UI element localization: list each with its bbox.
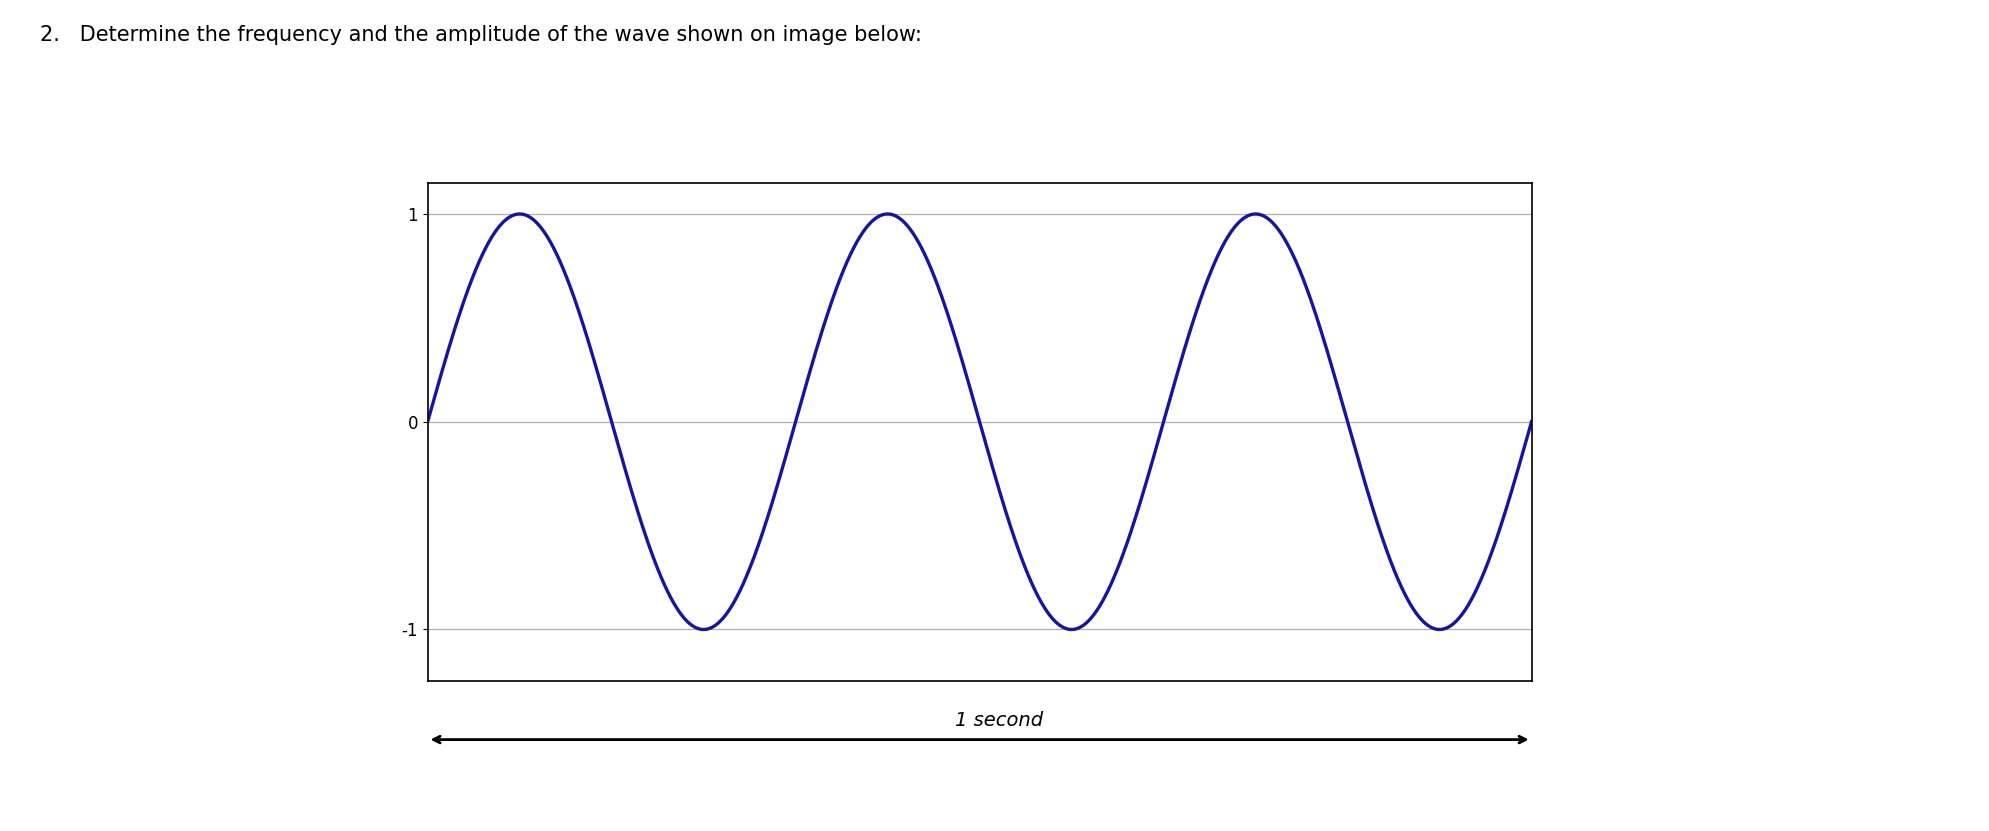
Text: 1 second: 1 second bbox=[955, 711, 1044, 730]
Text: 2.   Determine the frequency and the amplitude of the wave shown on image below:: 2. Determine the frequency and the ampli… bbox=[40, 25, 921, 45]
